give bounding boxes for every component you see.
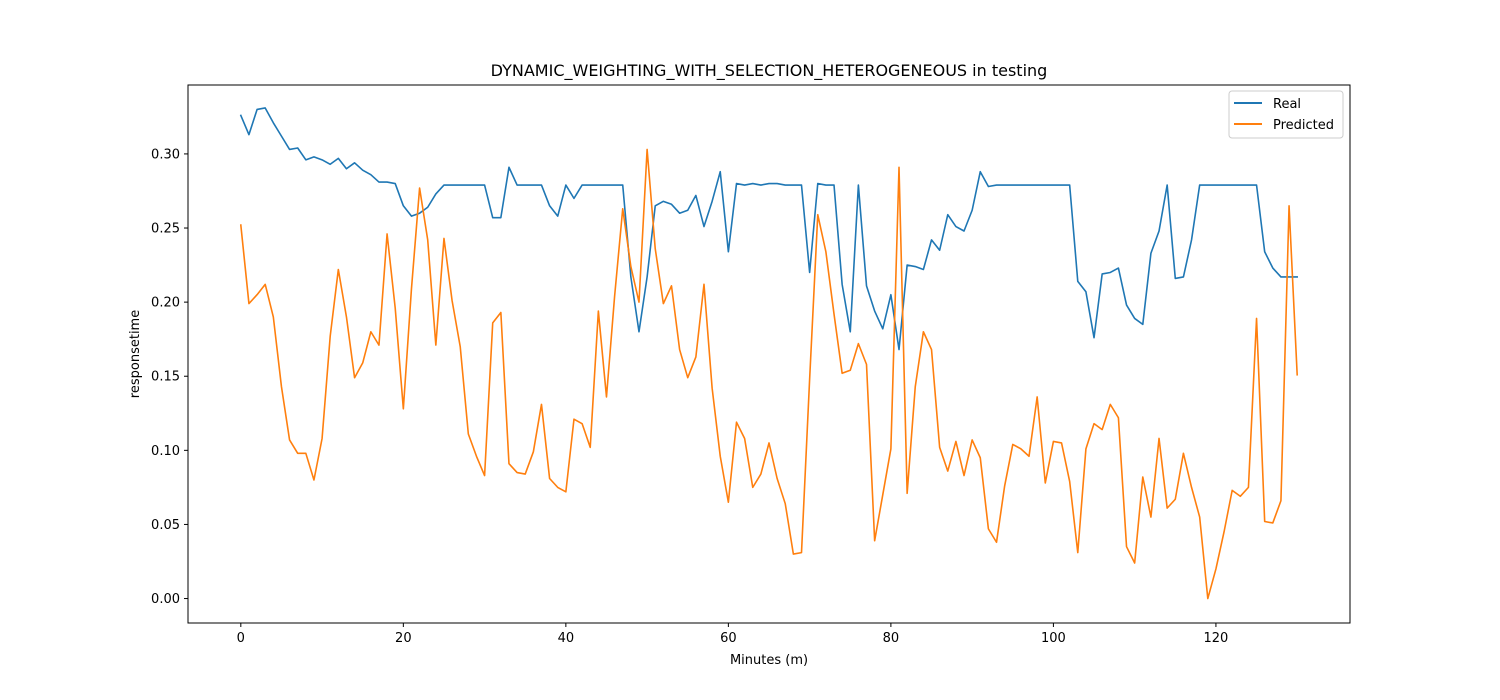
series-line-real bbox=[239, 107, 1298, 351]
x-tick-label: 80 bbox=[883, 631, 900, 646]
x-tick-label: 60 bbox=[720, 631, 737, 646]
legend-label-predicted: Predicted bbox=[1273, 118, 1334, 133]
y-tick-label: 0.10 bbox=[151, 444, 180, 459]
chart-title: DYNAMIC_WEIGHTING_WITH_SELECTION_HETEROG… bbox=[491, 61, 1048, 81]
x-axis-label: Minutes (m) bbox=[730, 653, 808, 668]
series-line-predicted bbox=[239, 148, 1299, 600]
x-tick-label: 40 bbox=[558, 631, 575, 646]
x-tick-label: 120 bbox=[1204, 631, 1229, 646]
ticks-layer: 0 20 40 60 80 100 120 0.00 0.05 0.10 0.15 0.20 0.25 0… bbox=[151, 147, 1228, 646]
y-axis-label: responsetime bbox=[128, 310, 143, 398]
y-tick-label: 0.05 bbox=[151, 518, 180, 533]
series-layer bbox=[239, 107, 1299, 600]
y-tick-label: 0.25 bbox=[151, 222, 180, 237]
x-tick-label: 100 bbox=[1041, 631, 1066, 646]
y-tick-label: 0.00 bbox=[151, 592, 180, 607]
legend: Real Predicted bbox=[1228, 90, 1344, 139]
legend-label-real: Real bbox=[1273, 97, 1301, 112]
plot-frame bbox=[187, 84, 1351, 624]
x-tick-label: 20 bbox=[395, 631, 412, 646]
y-tick-label: 0.15 bbox=[151, 370, 180, 385]
y-tick-label: 0.30 bbox=[151, 147, 180, 162]
axes-layer bbox=[187, 84, 1351, 624]
y-tick-label: 0.20 bbox=[151, 296, 180, 311]
x-tick-label: 0 bbox=[237, 631, 245, 646]
